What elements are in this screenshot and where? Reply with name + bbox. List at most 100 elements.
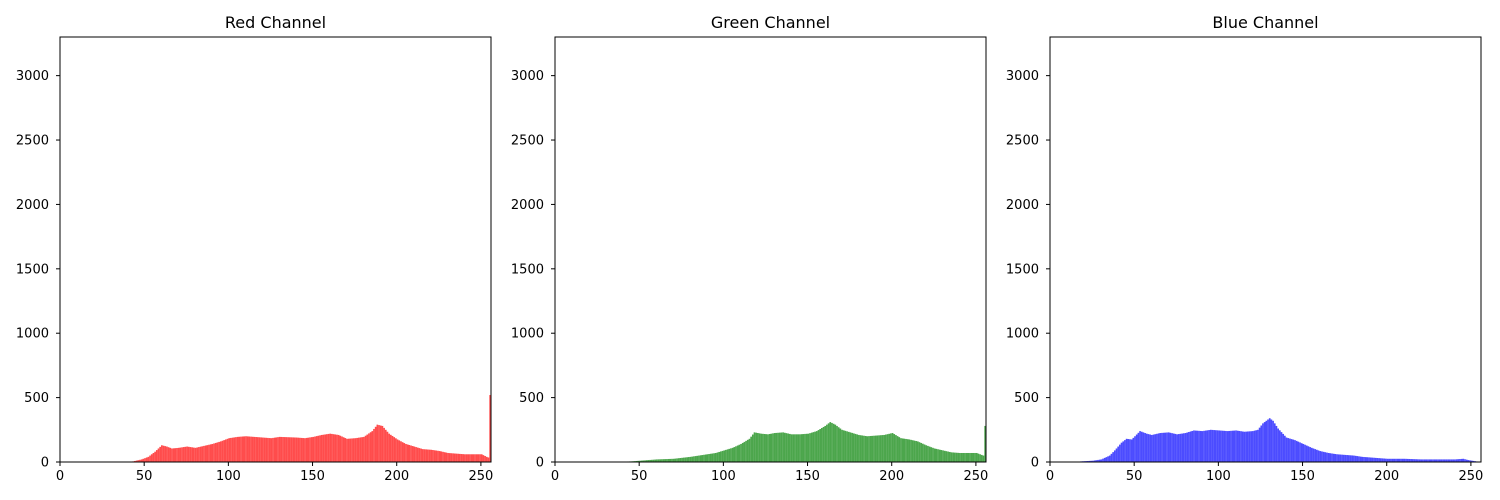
green-histogram-bar (898, 437, 901, 462)
blue-histogram-bar (1134, 436, 1136, 462)
blue-histogram-bar (1124, 440, 1126, 462)
red-histogram-bar (287, 437, 289, 462)
red-histogram-bar (482, 455, 485, 462)
red-histogram-bar (268, 438, 271, 462)
red-y-tick-label: 0 (41, 456, 49, 471)
green-histogram-bar (661, 459, 663, 462)
blue-histogram-bar (1295, 440, 1298, 462)
green-histogram-bar (693, 456, 695, 462)
green-x-tick-label: 100 (711, 469, 736, 484)
blue-histogram-bar (1129, 439, 1131, 462)
green-histogram-bar (750, 436, 752, 462)
blue-histogram-bar (1181, 433, 1183, 462)
blue-histogram-bar (1368, 457, 1370, 462)
red-histogram-bar (472, 454, 475, 462)
blue-histogram-bar (1132, 437, 1135, 462)
red-histogram-bar (327, 433, 330, 462)
green-histogram-bar (755, 432, 758, 462)
green-histogram-bar (827, 423, 830, 462)
blue-histogram-bar (1230, 430, 1232, 462)
red-x-tick-label: 0 (56, 469, 64, 484)
red-histogram-bar (381, 425, 384, 462)
blue-channel-title: Blue Channel (1212, 13, 1318, 32)
green-histogram-bar (748, 438, 751, 462)
green-histogram-bar (895, 435, 897, 462)
blue-histogram-bar (1139, 431, 1141, 462)
blue-histogram-bar (1142, 432, 1145, 462)
green-histogram-bar (884, 434, 887, 462)
green-histogram-bar (677, 458, 680, 462)
green-histogram-bar (881, 435, 884, 462)
blue-histogram-bar (1297, 441, 1300, 462)
green-histogram-bar (652, 459, 655, 462)
red-histogram-bar (352, 438, 355, 462)
blue-histogram-bar (1449, 459, 1451, 462)
green-histogram-bar (863, 435, 865, 462)
red-histogram-bar (211, 443, 214, 462)
blue-histogram-bar (1204, 430, 1207, 462)
red-histogram-bar (452, 453, 454, 462)
blue-histogram-bar (1103, 457, 1106, 462)
green-histogram-bar (814, 431, 816, 462)
blue-histogram-bar (1408, 458, 1411, 462)
green-histogram-bar (955, 452, 958, 462)
blue-histogram-bar (1292, 439, 1295, 462)
green-histogram-bar (932, 447, 934, 462)
blue-histogram-bar (1339, 454, 1342, 462)
green-histogram-bar (805, 433, 808, 462)
red-histogram-bar (219, 441, 222, 462)
green-histogram-bar (864, 435, 867, 462)
green-histogram-bar (918, 442, 921, 462)
red-histogram-bar (401, 442, 404, 462)
red-histogram-bar (314, 436, 316, 462)
blue-histogram-bar (1238, 430, 1241, 462)
blue-histogram-bar (1305, 445, 1308, 462)
blue-histogram-bar (1107, 456, 1109, 462)
green-histogram-bar (826, 424, 828, 462)
blue-histogram-bar (1454, 459, 1456, 462)
blue-histogram-bar (1299, 442, 1301, 462)
red-histogram-bar (260, 437, 263, 462)
red-histogram-bar (425, 449, 428, 462)
green-histogram-bar (984, 425, 986, 462)
blue-histogram-bar (1243, 431, 1246, 462)
green-histogram-bar (704, 454, 707, 462)
blue-histogram-bar (1324, 452, 1327, 462)
green-histogram-bar (775, 432, 778, 462)
blue-histogram-bar (1289, 438, 1291, 462)
green-histogram-bar (928, 446, 931, 462)
blue-histogram-bar (1309, 447, 1311, 462)
green-histogram-bar (970, 452, 973, 462)
red-histogram-bar (280, 436, 283, 462)
blue-histogram-bar (1189, 431, 1192, 462)
red-histogram-bar (356, 437, 358, 462)
red-histogram-bar (251, 436, 254, 462)
blue-histogram-bar (1327, 452, 1330, 462)
red-histogram-bar (460, 454, 463, 462)
green-histogram-bar (916, 441, 919, 462)
green-histogram-bar (947, 451, 949, 462)
blue-histogram-bar (1159, 433, 1162, 462)
blue-histogram-bar (1307, 446, 1310, 462)
red-histogram-bar (204, 445, 207, 462)
red-histogram-bar (322, 434, 325, 462)
blue-histogram-bar (1214, 430, 1217, 462)
red-histogram-bar (383, 427, 385, 462)
red-histogram-bar (388, 433, 390, 462)
red-histogram-bar (258, 437, 261, 462)
blue-y-tick-label: 0 (1031, 456, 1039, 471)
blue-histogram-bar (1321, 451, 1323, 462)
green-histogram-bar (967, 452, 970, 462)
blue-histogram-bar (1277, 428, 1279, 462)
red-histogram-bar (142, 458, 145, 462)
blue-histogram-bar (1088, 460, 1091, 462)
blue-histogram-bar (1349, 455, 1352, 462)
green-histogram-bar (681, 457, 683, 462)
green-x-tick-label: 250 (963, 469, 988, 484)
blue-histogram-bar (1171, 433, 1173, 462)
red-histogram-bar (295, 437, 298, 462)
blue-histogram-bar (1248, 431, 1251, 462)
red-histogram-bar (408, 445, 411, 462)
green-histogram-bar (896, 436, 899, 462)
